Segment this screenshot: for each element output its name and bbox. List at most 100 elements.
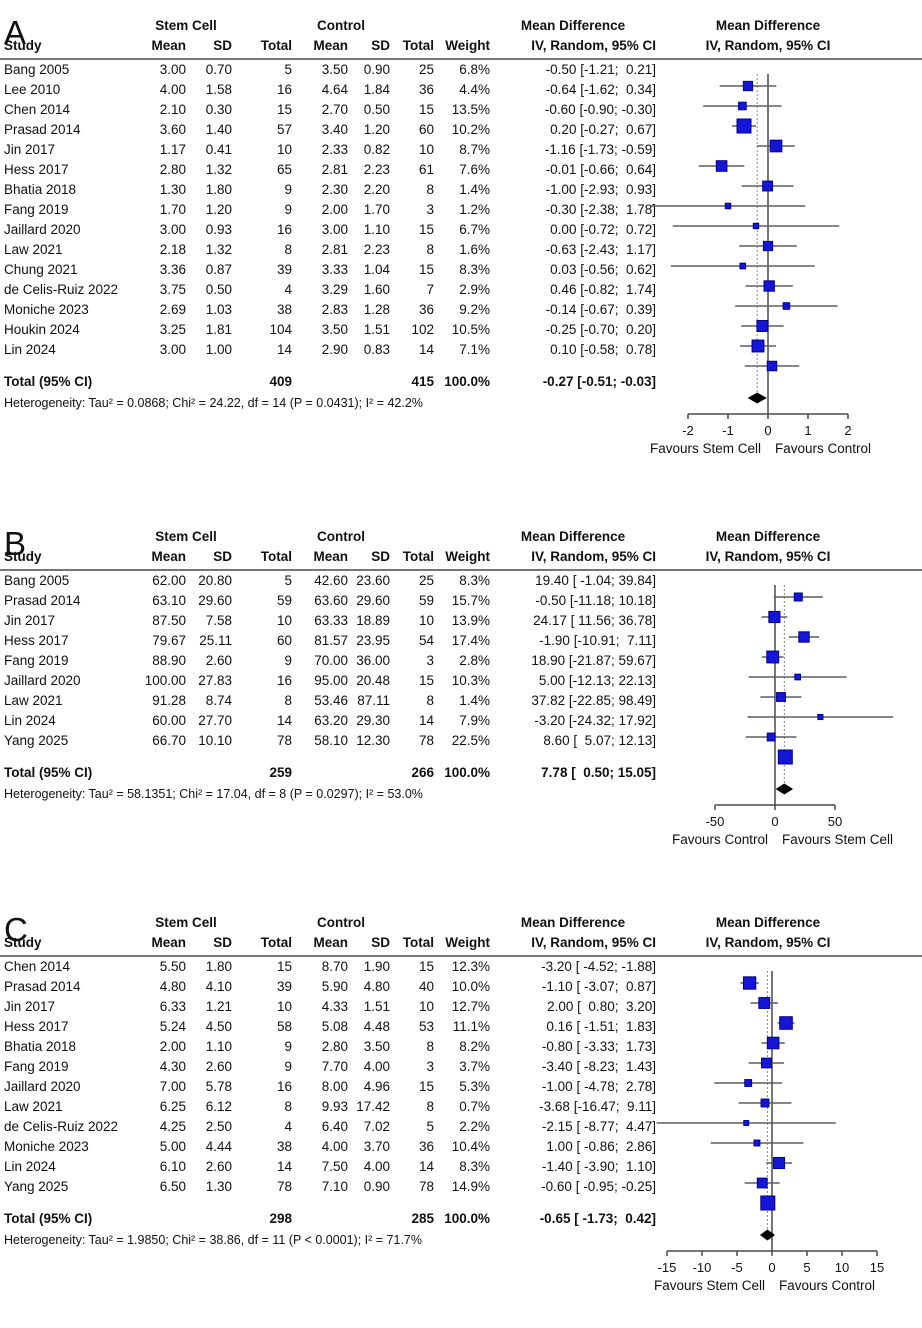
table-row: Jaillard 2020 3.00 0.93 16 3.00 1.10 15 6.7% 0.0… xyxy=(0,220,922,240)
effect-square xyxy=(761,1057,772,1069)
cell-total-sc: 14 xyxy=(276,1159,292,1174)
cell-study: Yang 2025 xyxy=(4,733,69,748)
cell-weight: 2.2% xyxy=(459,1119,490,1134)
heterogeneity-note: Heterogeneity: Tau² = 0.0868; Chi² = 24.… xyxy=(4,396,423,410)
cell-sd-ctl: 3.50 xyxy=(363,1039,390,1054)
effect-square xyxy=(739,262,747,270)
cell-ci: -1.10 [ -3.07; 0.87] xyxy=(541,979,656,994)
cell-total-ctl: 15 xyxy=(418,102,434,117)
total-col-header: Total xyxy=(260,38,292,53)
cell-study: Law 2021 xyxy=(4,693,63,708)
cell-sd-ctl: 2.20 xyxy=(363,182,390,197)
cell-weight: 12.7% xyxy=(451,999,490,1014)
cell-sd-ctl: 1.84 xyxy=(363,82,390,97)
cell-study: Fang 2019 xyxy=(4,653,69,668)
table-row: Moniche 2023 5.00 4.44 38 4.00 3.70 36 10.4% 1.0… xyxy=(0,1137,922,1157)
heterogeneity-note: Heterogeneity: Tau² = 1.9850; Chi² = 38.… xyxy=(4,1233,422,1247)
group1-header: Stem Cell xyxy=(155,529,217,544)
cell-weight: 8.3% xyxy=(459,1159,490,1174)
cell-total-sc: 39 xyxy=(276,262,292,277)
cell-sd-sc: 4.44 xyxy=(205,1139,232,1154)
cell-total-sc: 60 xyxy=(276,633,292,648)
group1-header: Stem Cell xyxy=(155,18,217,33)
cell-ci: -3.20 [-24.32; 17.92] xyxy=(534,713,656,728)
group2-header: Control xyxy=(317,915,365,930)
cell-total-ctl: 15 xyxy=(418,673,434,688)
table-header-groups: Stem Cell Control Mean Difference Mean Diff… xyxy=(0,527,922,547)
cell-total-sc: 16 xyxy=(276,673,292,688)
cell-mean-sc: 4.30 xyxy=(159,1059,186,1074)
cell-total-sc: 5 xyxy=(284,62,292,77)
cell-total-ctl: 14 xyxy=(418,342,434,357)
cell-ci: 0.03 [-0.56; 0.62] xyxy=(550,262,656,277)
table-row: Bhatia 2018 2.00 1.10 9 2.80 3.50 8 8.2% -0.80 [… xyxy=(0,1037,922,1057)
table-row: Law 2021 6.25 6.12 8 9.93 17.42 8 0.7% -3.68 [-1… xyxy=(0,1097,922,1117)
cell-total-sc: 4 xyxy=(284,282,292,297)
cell-mean-sc: 2.80 xyxy=(159,162,186,177)
cell-study: Bang 2005 xyxy=(4,62,70,77)
cell-weight: 1.4% xyxy=(459,693,490,708)
cell-total-sc: 78 xyxy=(276,1179,292,1194)
table-row: Law 2021 2.18 1.32 8 2.81 2.23 8 1.6% -0.63 [-2.… xyxy=(0,240,922,260)
effect-square xyxy=(753,1139,761,1147)
cell-total-ctl: 8 xyxy=(426,242,434,257)
table-row: Prasad 2014 3.60 1.40 57 3.40 1.20 60 10.2% 0.20… xyxy=(0,120,922,140)
sd-col-header: SD xyxy=(213,38,232,53)
cell-ci: -1.00 [ -4.78; 2.78] xyxy=(541,1079,656,1094)
cell-total-sc: 298 xyxy=(269,1211,292,1226)
cell-mean-sc: 4.80 xyxy=(159,979,186,994)
cell-total-sc: 259 xyxy=(269,765,292,780)
cell-sd-sc: 1.80 xyxy=(205,182,232,197)
panel-a: A Stem Cell Control Mean Difference Mean Dif… xyxy=(0,16,922,511)
cell-mean-sc: 5.24 xyxy=(159,1019,186,1034)
cell-sd-sc: 1.03 xyxy=(205,302,232,317)
axis-tick-label: 2 xyxy=(844,423,851,438)
cell-sd-sc: 27.83 xyxy=(198,673,232,688)
cell-weight: 14.9% xyxy=(451,1179,490,1194)
total-row: Total (95% CI) 298 285 100.0% -0.65 [ -1.73;… xyxy=(0,1209,922,1229)
cell-sd-ctl: 3.70 xyxy=(363,1139,390,1154)
panel-letter: C xyxy=(4,911,28,948)
cell-weight: 7.1% xyxy=(459,342,490,357)
cell-total-ctl: 10 xyxy=(418,999,434,1014)
mean-col-header: Mean xyxy=(313,38,348,53)
cell-mean-sc: 3.00 xyxy=(159,342,186,357)
cell-study: Jin 2017 xyxy=(4,999,56,1014)
cell-sd-sc: 2.60 xyxy=(205,1059,232,1074)
total-col-header: Total xyxy=(402,38,434,53)
table-row: Yang 2025 6.50 1.30 78 7.10 0.90 78 14.9% -0.60 … xyxy=(0,1177,922,1197)
plot-method-header: IV, Random, 95% CI xyxy=(705,38,831,53)
cell-mean-sc: 63.10 xyxy=(152,593,186,608)
cell-total-ctl: 54 xyxy=(418,633,434,648)
effect-square xyxy=(724,202,732,210)
forest-plot: -15 -10 -5 0 5 10 15 Favours Stem Cell Favours C… xyxy=(654,971,884,1293)
favours-right-label: Favours Stem Cell xyxy=(782,832,893,847)
cell-ci: -0.27 [-0.51; -0.03] xyxy=(542,374,656,389)
cell-ci: -0.01 [-0.66; 0.64] xyxy=(545,162,656,177)
axis-tick-label: 15 xyxy=(870,1260,884,1275)
cell-mean-ctl: 42.60 xyxy=(314,573,348,588)
cell-mean-sc: 7.00 xyxy=(159,1079,186,1094)
table-header-columns: Study Mean SD Total Mean SD Total Weight IV, Ran… xyxy=(0,36,922,56)
cell-mean-ctl: 63.60 xyxy=(314,593,348,608)
cell-mean-sc: 62.00 xyxy=(152,573,186,588)
cell-ci: 7.78 [ 0.50; 15.05] xyxy=(541,765,656,780)
cell-mean-ctl: 4.33 xyxy=(321,999,348,1014)
cell-ci: 0.00 [-0.72; 0.72] xyxy=(550,222,656,237)
cell-study: Moniche 2023 xyxy=(4,302,89,317)
cell-ci: 1.00 [ -0.86; 2.86] xyxy=(546,1139,656,1154)
cell-mean-ctl: 2.90 xyxy=(321,342,348,357)
cell-mean-sc: 3.36 xyxy=(159,262,186,277)
cell-sd-sc: 25.11 xyxy=(199,633,232,648)
sd-col-header: SD xyxy=(213,549,232,564)
effect-square xyxy=(756,1177,768,1189)
cell-mean-sc: 2.00 xyxy=(159,1039,186,1054)
cell-mean-sc: 79.67 xyxy=(152,633,186,648)
cell-total-sc: 10 xyxy=(276,613,292,628)
cell-mean-sc: 6.50 xyxy=(159,1179,186,1194)
effect-square xyxy=(736,118,752,134)
cell-mean-ctl: 7.50 xyxy=(321,1159,348,1174)
cell-study: Houkin 2024 xyxy=(4,322,80,337)
total-row: Total (95% CI) 259 266 100.0% 7.78 [ 0.50; 1… xyxy=(0,763,922,783)
cell-sd-sc: 0.87 xyxy=(205,262,232,277)
